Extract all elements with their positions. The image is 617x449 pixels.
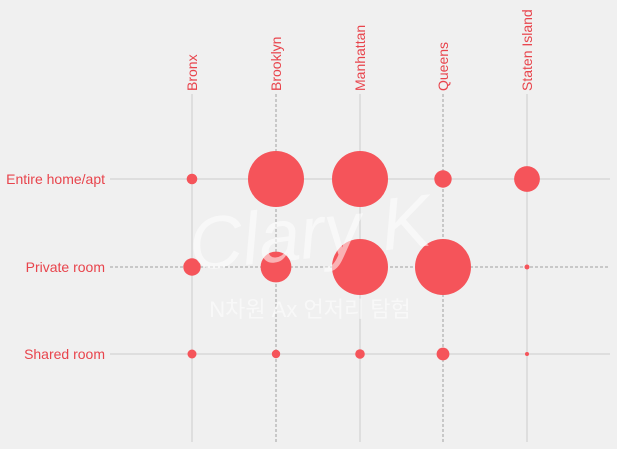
y-tick-label: Private room <box>26 259 105 275</box>
x-tick-label: Queens <box>435 42 451 91</box>
bubbles <box>183 151 540 361</box>
bubble-bronx-entire-home-apt <box>186 173 198 185</box>
bubble-queens-private-room <box>415 239 471 295</box>
watermark-signature: Clary K <box>185 178 439 286</box>
bubble-queens-shared-room <box>436 347 450 361</box>
bubble-bronx-shared-room <box>187 349 197 359</box>
watermark-subtitle: N차원 Ax 언저리 탐험 <box>209 297 411 322</box>
bubble-brooklyn-private-room <box>260 251 292 283</box>
bubble-manhattan-shared-room <box>355 349 365 359</box>
watermark: Clary K N차원 Ax 언저리 탐험 <box>185 178 439 322</box>
bubble-manhattan-private-room <box>332 239 388 295</box>
y-tick-label: Shared room <box>24 346 105 362</box>
bubble-staten-island-entire-home-apt <box>514 166 540 192</box>
x-tick-label: Brooklyn <box>268 37 284 91</box>
bubble-brooklyn-entire-home-apt <box>248 151 304 207</box>
bubble-queens-entire-home-apt <box>434 170 452 188</box>
bubble-bronx-private-room <box>183 258 201 276</box>
x-tick-label: Staten Island <box>519 9 535 91</box>
bubble-staten-island-shared-room <box>525 352 529 356</box>
bubble-manhattan-entire-home-apt <box>332 151 388 207</box>
bubble-staten-island-private-room <box>524 264 530 270</box>
y-tick-label: Entire home/apt <box>6 171 105 187</box>
axis-labels: Bronx Brooklyn Manhattan Queens Staten Islan… <box>6 9 535 362</box>
x-tick-label: Bronx <box>184 54 200 91</box>
bubble-brooklyn-shared-room <box>271 349 281 359</box>
x-tick-label: Manhattan <box>352 25 368 91</box>
